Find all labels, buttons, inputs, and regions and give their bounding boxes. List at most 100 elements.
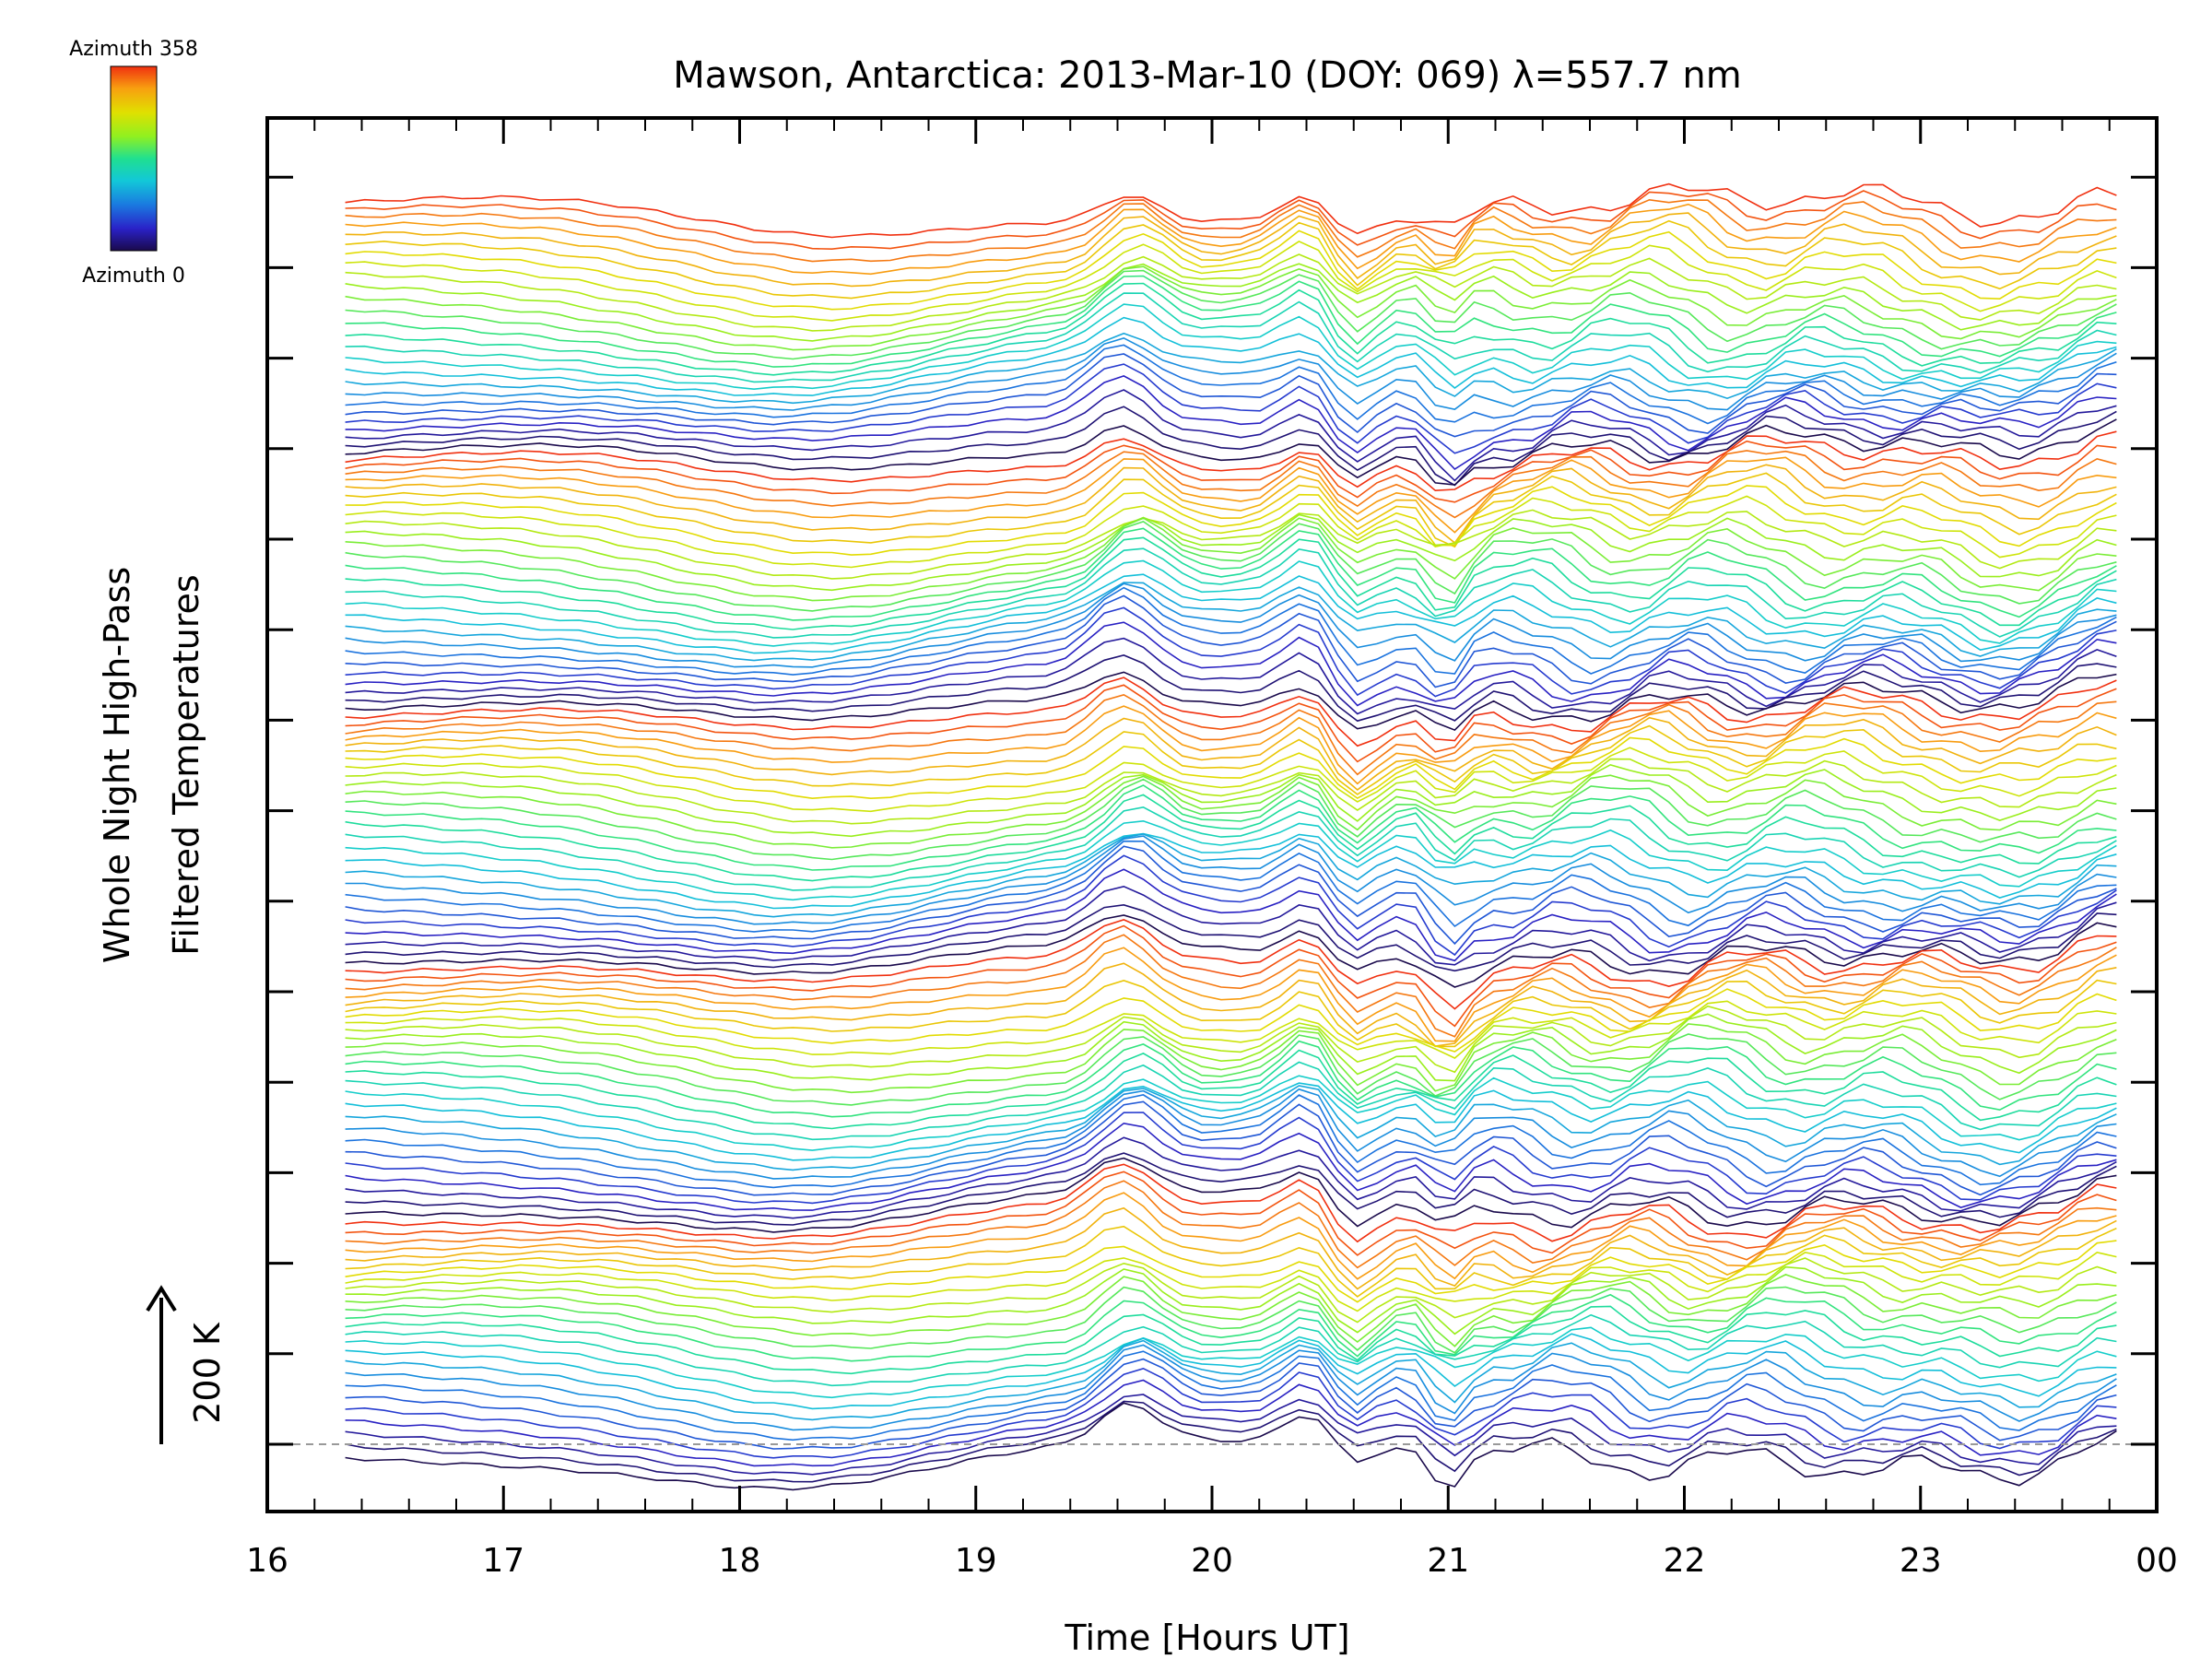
series-line [345,1333,2117,1410]
series-line [345,885,2117,966]
series-line [345,1367,2117,1459]
series-line [345,1075,2117,1151]
series-line [345,1394,2117,1476]
series-line [345,1163,2117,1243]
series-line [345,573,2117,654]
series-line [345,1286,2117,1354]
series-line [345,1157,2117,1233]
series-line [345,621,2117,707]
series-line [345,275,2117,368]
series-line [345,240,2117,322]
series-line [345,1206,2117,1290]
series-line [345,536,2117,630]
colorbar: Azimuth 358 Azimuth 0 [69,38,198,288]
series-line [345,198,2117,263]
x-tick-label: 23 [1900,1542,1942,1580]
scale-arrow-head [146,1285,177,1312]
series-line [345,265,2117,351]
series-line [345,495,2117,569]
y-axis-label-line2: Filtered Temperatures [166,574,206,955]
series-line [345,1305,2117,1375]
series-line [345,1061,2117,1141]
series-line [345,406,2117,487]
series-line [345,868,2117,962]
series-line [345,375,2117,471]
colorbar-gradient [110,65,158,252]
series-line [345,389,2117,482]
series-line [345,1040,2117,1118]
series-line [345,586,2117,676]
series-line [345,934,2117,1038]
series-line [345,758,2117,825]
series-line [345,353,2117,438]
series-line [345,716,2117,792]
series-line [345,1100,2117,1196]
series-line [345,654,2117,723]
series-line [345,962,2117,1047]
series-line [345,517,2117,602]
x-tick-label: 21 [1427,1542,1469,1580]
series-line [345,212,2117,288]
series-line [345,677,2117,747]
series-line [345,1005,2117,1074]
series-line [345,979,2117,1048]
series-line [345,1171,2117,1256]
series-line [345,303,2117,391]
series-line [345,1313,2117,1387]
series-line [345,1023,2117,1094]
series-line [345,594,2117,688]
series-line [345,774,2117,849]
series-line [345,832,2117,910]
series-line [345,190,2117,251]
series-line [345,316,2117,396]
series-line [345,440,2117,503]
series-line [345,778,2117,861]
series-line [345,1257,2117,1324]
series-line [345,947,2117,1042]
x-tick-label: 20 [1191,1542,1233,1580]
x-tick-label: 19 [955,1542,997,1580]
x-tick-label: 18 [719,1542,761,1580]
series-line [345,513,2117,592]
series-line [345,336,2117,411]
series-line [345,509,2117,580]
scale-indicator: 200 K [146,1285,228,1444]
x-tick-label: 16 [246,1542,288,1580]
series-line [345,845,2117,946]
series-line [345,182,2117,239]
series-line [345,736,2117,800]
colorbar-max-label: Azimuth 358 [69,38,198,61]
series-line [345,1085,2117,1171]
series-line [345,840,2117,933]
series-line [345,269,2117,360]
series-line [345,344,2117,425]
series-line [345,332,2117,405]
series-line [345,521,2117,612]
series-line [345,456,2117,534]
series-line [345,263,2117,342]
series-line [345,747,2117,813]
series-line [345,835,2117,925]
series-line [345,1339,2117,1421]
series-line [345,903,2117,972]
series-line [345,1240,2117,1303]
series-line [345,1402,2117,1491]
series-line [345,784,2117,871]
series-line [345,1350,2117,1441]
x-tick-label: 22 [1664,1542,1706,1580]
series-line [345,1379,2117,1467]
scale-label: 200 K [187,1322,228,1424]
series-line [345,1180,2117,1269]
series-line [345,485,2117,556]
series-line [345,1000,2117,1059]
series-line [345,763,2117,838]
x-tick-labels: 16 17 18 19 20 21 22 23 00 [246,1542,2178,1580]
series-line [345,806,2117,891]
series-line [345,1192,2117,1280]
series-line [345,794,2117,882]
y-axis-label-line1: Whole Night High-Pass [97,567,137,963]
series-line [345,705,2117,785]
plot-frame [265,116,2159,1513]
series-line [345,1082,2117,1161]
